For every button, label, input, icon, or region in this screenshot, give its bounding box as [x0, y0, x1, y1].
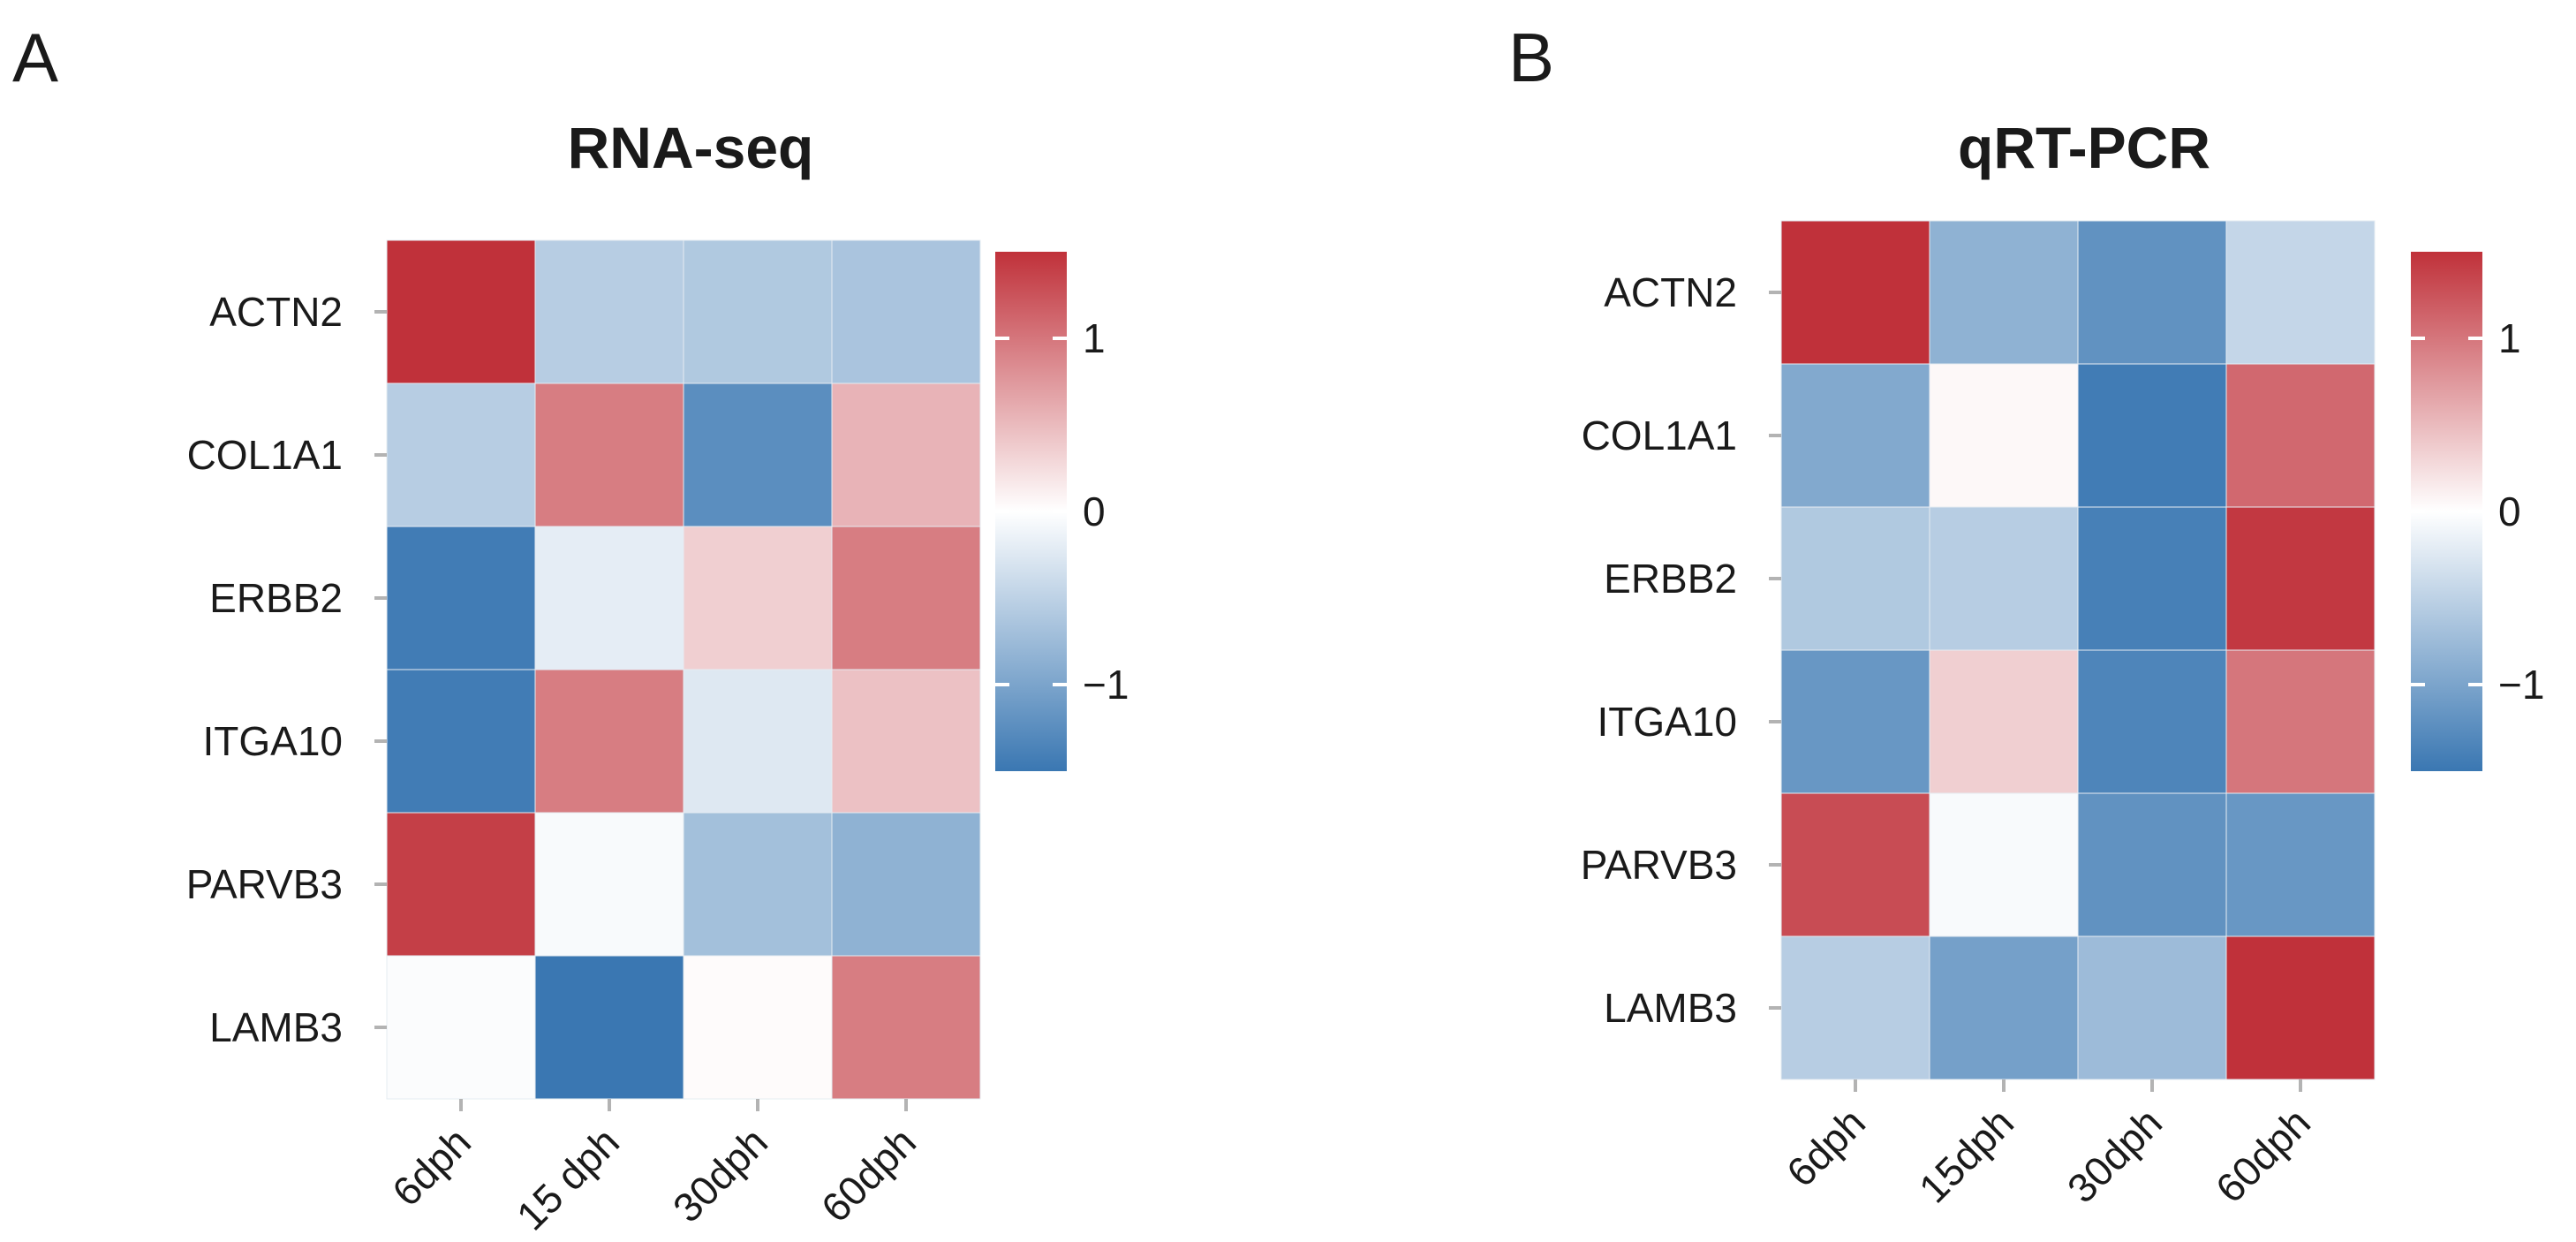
heatmap-cell-a-erbb2-1	[386, 526, 536, 670]
row-label-b-parvb3: PARVB3	[1581, 842, 1737, 888]
heatmap-cell-a-actn2-2	[534, 239, 684, 384]
row-label-b-itga10: ITGA10	[1597, 699, 1737, 745]
row-label-b-lamb3: LAMB3	[1604, 985, 1737, 1031]
heatmap-cell-a-lamb3-1	[386, 955, 536, 1100]
heatmap-cell-b-erbb2-3	[2077, 506, 2227, 651]
heatmap-cell-b-itga10-3	[2077, 649, 2227, 794]
heatmap-cell-a-itga10-1	[386, 669, 536, 814]
legend-ticks-a: 1 0 −1	[995, 315, 1129, 708]
row-label-a-erbb2: ERBB2	[209, 575, 343, 621]
row-label-a-actn2: ACTN2	[209, 289, 343, 335]
row-label-b-actn2: ACTN2	[1604, 269, 1737, 315]
heatmap-cell-b-actn2-1	[1780, 220, 1930, 365]
row-label-a-lamb3: LAMB3	[209, 1004, 343, 1050]
heatmap-cell-b-actn2-4	[2225, 220, 2376, 365]
heatmap-cell-b-lamb3-2	[1929, 935, 2079, 1080]
heatmap-cell-b-erbb2-1	[1780, 506, 1930, 651]
heatmap-cell-b-actn2-3	[2077, 220, 2227, 365]
heatmap-cell-b-parvb3-4	[2225, 792, 2376, 937]
heatmap-cell-a-lamb3-3	[683, 955, 833, 1100]
heatmap-cell-a-actn2-4	[831, 239, 981, 384]
legend-ticks-b: 1 0 −1	[2411, 315, 2544, 708]
heatmap-cell-b-itga10-4	[2225, 649, 2376, 794]
heatmap-cell-b-col1a1-2	[1929, 363, 2079, 508]
heatmap-cell-b-lamb3-1	[1780, 935, 1930, 1080]
heatmap-cell-b-col1a1-3	[2077, 363, 2227, 508]
row-labels-a: ACTN2 COL1A1 ERBB2 ITGA10 PARVB3 LAMB3	[186, 289, 387, 1050]
heatmap-cell-a-lamb3-4	[831, 955, 981, 1100]
column-label-b-1: 6dph	[1778, 1099, 1874, 1195]
panel-b: B qRT-PCR ACTN2 COL1A1 ERBB2 ITGA10 PARVB3 LA…	[1508, 19, 2544, 1212]
row-label-a-itga10: ITGA10	[202, 718, 343, 764]
row-label-b-erbb2: ERBB2	[1604, 556, 1737, 602]
heatmap-cell-b-col1a1-1	[1780, 363, 1930, 508]
heatmap-cell-a-col1a1-1	[386, 382, 536, 527]
heatmap-cell-a-itga10-4	[831, 669, 981, 814]
column-label-a-2: 15 dph	[508, 1118, 628, 1238]
heatmap-cell-a-erbb2-3	[683, 526, 833, 670]
color-legend-a: 1 0 −1	[995, 252, 1129, 771]
row-label-a-col1a1: COL1A1	[187, 432, 343, 478]
heatmap-cell-a-erbb2-4	[831, 526, 981, 670]
column-label-a-3: 30dph	[664, 1118, 776, 1231]
heatmap-cell-a-parvb3-1	[386, 812, 536, 957]
heatmap-cell-a-actn2-3	[683, 239, 833, 384]
legend-tick-label-a: 0	[1083, 488, 1106, 534]
panel-letter-a: A	[12, 19, 58, 96]
heatmap-cell-a-col1a1-4	[831, 382, 981, 527]
column-labels-b: 6dph 15dph 30dph 60dph	[1778, 1079, 2319, 1212]
legend-tick-label-b: 0	[2498, 488, 2521, 534]
legend-tick-label-b: −1	[2498, 662, 2544, 708]
legend-tick-label-b: 1	[2498, 315, 2521, 361]
column-label-b-3: 30dph	[2059, 1099, 2171, 1211]
heatmap-cell-b-erbb2-4	[2225, 506, 2376, 651]
panel-letter-b: B	[1508, 19, 1554, 96]
column-label-a-1: 6dph	[383, 1118, 480, 1215]
heatmap-grid-b	[1780, 220, 2376, 1080]
legend-tick-label-a: −1	[1083, 662, 1129, 708]
panel-b-title: qRT-PCR	[1958, 115, 2210, 180]
heatmap-cell-a-col1a1-2	[534, 382, 684, 527]
heatmap-cell-a-itga10-2	[534, 669, 684, 814]
heatmap-grid-a	[386, 239, 981, 1100]
row-label-a-parvb3: PARVB3	[186, 861, 343, 907]
row-labels-b: ACTN2 COL1A1 ERBB2 ITGA10 PARVB3 LAMB3	[1581, 269, 1781, 1031]
heatmap-cell-b-col1a1-4	[2225, 363, 2376, 508]
heatmap-cell-a-parvb3-3	[683, 812, 833, 957]
column-labels-a: 6dph 15 dph 30dph 60dph	[383, 1099, 925, 1239]
legend-tick-label-a: 1	[1083, 315, 1106, 361]
heatmap-cell-a-parvb3-2	[534, 812, 684, 957]
heatmap-cell-a-lamb3-2	[534, 955, 684, 1100]
column-label-a-4: 60dph	[812, 1118, 925, 1231]
color-legend-b: 1 0 −1	[2411, 252, 2544, 771]
heatmap-cell-b-lamb3-4	[2225, 935, 2376, 1080]
heatmap-cell-b-actn2-2	[1929, 220, 2079, 365]
heatmap-cell-b-parvb3-1	[1780, 792, 1930, 937]
column-label-b-4: 60dph	[2207, 1099, 2319, 1211]
row-label-b-col1a1: COL1A1	[1582, 413, 1737, 458]
heatmap-cell-a-erbb2-2	[534, 526, 684, 670]
heatmap-cell-b-erbb2-2	[1929, 506, 2079, 651]
heatmap-cell-a-itga10-3	[683, 669, 833, 814]
heatmap-cell-b-parvb3-2	[1929, 792, 2079, 937]
heatmap-cell-a-col1a1-3	[683, 382, 833, 527]
column-label-b-2: 15dph	[1910, 1099, 2022, 1211]
heatmap-cell-b-lamb3-3	[2077, 935, 2227, 1080]
panel-a-title: RNA-seq	[568, 115, 814, 180]
heatmap-cell-b-itga10-2	[1929, 649, 2079, 794]
heatmap-cell-a-parvb3-4	[831, 812, 981, 957]
heatmap-cell-a-actn2-1	[386, 239, 536, 384]
panel-a: A RNA-seq ACTN2 COL1A1 ERBB2 ITGA10 PARVB3 LA…	[12, 19, 1129, 1239]
heatmap-cell-b-itga10-1	[1780, 649, 1930, 794]
heatmap-cell-b-parvb3-3	[2077, 792, 2227, 937]
